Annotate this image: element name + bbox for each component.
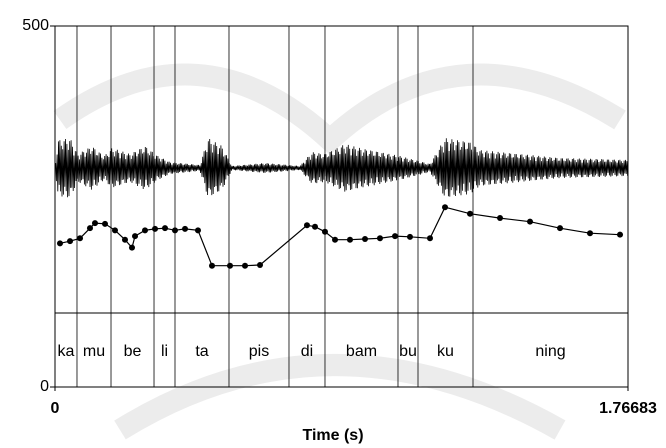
x-tick-label: 0 (51, 400, 60, 417)
pitch-point (227, 263, 233, 269)
syllable-label: li (161, 343, 168, 360)
syllable-label: ku (437, 343, 454, 360)
pitch-point (132, 233, 138, 239)
pitch-point (112, 227, 118, 233)
pitch-point (407, 234, 413, 240)
pitch-point (304, 222, 310, 228)
pitch-point (77, 235, 83, 241)
pitch-point (467, 211, 473, 217)
y-tick-label: 500 (22, 17, 49, 34)
page: {"chart_data": {"type": "line", "x_label… (0, 0, 666, 448)
waveform (55, 138, 628, 197)
pitch-point (377, 235, 383, 241)
pitch-point (442, 204, 448, 210)
pitch-point (162, 225, 168, 231)
syllable-label: bam (346, 343, 377, 360)
pitch-point (172, 227, 178, 233)
pitch-point (57, 240, 63, 246)
syllable-label: bu (399, 343, 417, 360)
syllable-label: mu (83, 343, 105, 360)
pitch-point (122, 237, 128, 243)
pitch-point (312, 224, 318, 230)
pitch-point (195, 227, 201, 233)
syllable-label: ka (58, 343, 75, 360)
chart: Time (s) 0 500 0 1.76683 kamu be li ta pis di bam b… (0, 0, 666, 448)
pitch-point (617, 232, 623, 238)
pitch-point (497, 215, 503, 221)
pitch-point (392, 233, 398, 239)
x-tick-label: 1.76683 (599, 400, 657, 417)
waveform-trace (55, 138, 628, 197)
pitch-point (427, 235, 433, 241)
syllable-label: di (301, 343, 313, 360)
pitch-point (87, 225, 93, 231)
pitch-point (142, 227, 148, 233)
pitch-point (102, 221, 108, 227)
pitch-point (209, 263, 215, 269)
pitch-point (322, 229, 328, 235)
pitch-line (60, 207, 620, 266)
watermark (120, 365, 560, 430)
background-pattern (60, 75, 620, 430)
watermark (60, 75, 620, 140)
pitch-point (182, 226, 188, 232)
syllable-label: pis (249, 343, 269, 360)
pitch-point (129, 245, 135, 251)
pitch-point (242, 263, 248, 269)
pitch-point (67, 238, 73, 244)
pitch-point (347, 237, 353, 243)
pitch-point (527, 219, 533, 225)
syllable-label: ning (535, 343, 565, 360)
syllable-label: ta (195, 343, 208, 360)
syllable-label: be (124, 343, 142, 360)
x-axis-label: Time (s) (302, 427, 363, 444)
pitch-point (362, 236, 368, 242)
pitch-point (587, 230, 593, 236)
y-tick-label: 0 (40, 378, 49, 395)
pitch-point (332, 237, 338, 243)
pitch-point (92, 220, 98, 226)
pitch-point (152, 226, 158, 232)
pitch-point (557, 225, 563, 231)
pitch-point (257, 262, 263, 268)
